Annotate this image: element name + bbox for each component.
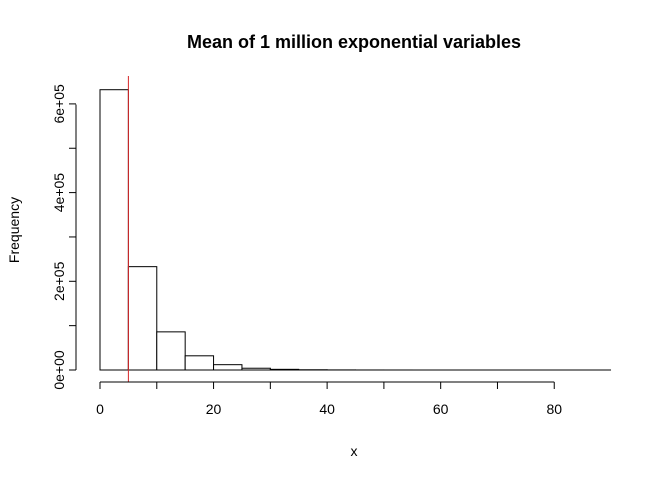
y-tick-label: 4e+05 (51, 173, 67, 213)
y-axis: 0e+00 2e+05 4e+05 6e+05 (51, 84, 77, 390)
histogram-bar (156, 331, 186, 371)
histogram-bar (213, 364, 243, 371)
chart-title: Mean of 1 million exponential variables (187, 32, 521, 52)
x-axis: 0 20 40 60 80 (96, 381, 562, 417)
x-axis-label: x (351, 443, 358, 459)
x-tick-label: 80 (546, 401, 562, 417)
x-tick-label: 0 (96, 401, 104, 417)
y-tick-label: 6e+05 (51, 84, 67, 124)
histogram-bar (127, 266, 158, 371)
x-tick-label: 40 (319, 401, 335, 417)
x-tick-label: 60 (433, 401, 449, 417)
histogram-bar (99, 89, 129, 371)
y-axis-label: Frequency (6, 197, 22, 263)
histogram-bar (184, 355, 215, 371)
y-tick-label: 2e+05 (51, 261, 67, 301)
x-tick-label: 20 (206, 401, 222, 417)
y-tick-label: 0e+00 (51, 350, 67, 390)
histogram-bars (99, 89, 612, 371)
